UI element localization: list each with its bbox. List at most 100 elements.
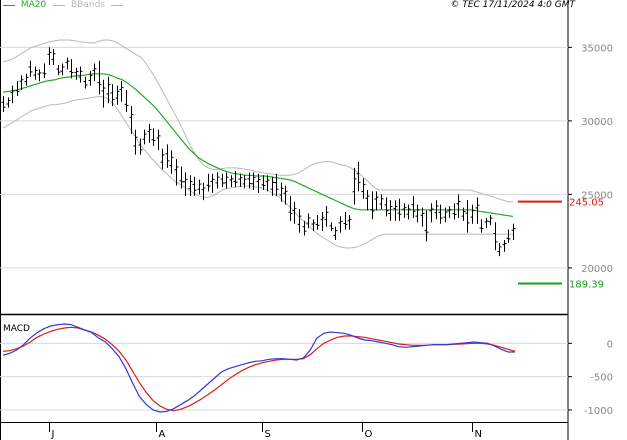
price-bar <box>497 242 502 257</box>
legend-bbands-swatch <box>53 4 66 6</box>
price-bar <box>370 191 375 220</box>
price-bar <box>119 81 124 102</box>
price-bar <box>292 201 297 224</box>
price-bar <box>306 213 311 229</box>
price-bar <box>110 84 115 107</box>
price-bar <box>374 191 379 211</box>
price-bar <box>297 209 302 233</box>
price-bar <box>51 48 56 65</box>
price-bar <box>402 203 407 218</box>
price-bar <box>147 123 152 143</box>
price-bar <box>424 210 429 242</box>
price-bar <box>324 206 329 227</box>
price-bar <box>511 223 516 240</box>
price-bar <box>78 66 83 83</box>
price-bar <box>138 138 143 155</box>
price-bar <box>10 85 15 104</box>
price-bar <box>311 219 316 232</box>
price-bar <box>347 214 352 230</box>
xtick-label-J: J <box>51 429 55 440</box>
price-bar <box>502 239 507 252</box>
xtick-label-O: O <box>365 429 373 440</box>
legend: MA20 BBands <box>0 0 126 14</box>
price-bar <box>338 216 343 233</box>
price-bar <box>142 129 147 145</box>
price-bar <box>210 173 215 193</box>
price-bar <box>315 214 320 230</box>
price-bar <box>456 194 461 218</box>
price-bar <box>365 189 370 211</box>
ma20-line-path <box>2 73 514 217</box>
legend-ma-swatch <box>3 4 15 6</box>
price-bar <box>88 70 93 86</box>
price-bar <box>206 173 211 192</box>
price-bar <box>188 175 193 196</box>
price-bar <box>484 217 489 229</box>
price-bar <box>174 159 179 186</box>
price-bar <box>393 200 398 221</box>
price-bar <box>92 63 97 82</box>
price-bar <box>151 128 156 146</box>
price-bar <box>24 73 29 86</box>
support-label: 189.39 <box>569 279 604 290</box>
resistance-label: 245.05 <box>569 198 604 209</box>
gridlines <box>0 46 568 411</box>
price-bar <box>215 172 220 189</box>
price-bar <box>384 197 389 217</box>
price-bar <box>461 207 466 221</box>
price-bar <box>452 203 457 220</box>
price-bar <box>1 95 6 113</box>
price-bar <box>220 173 225 188</box>
macd-title: MACD <box>3 324 30 334</box>
bbands-upper-line <box>2 39 513 203</box>
price-bar <box>60 63 65 76</box>
ytick-label-25000: 25000 <box>581 190 613 201</box>
price-bar <box>33 66 38 80</box>
price-bar <box>465 200 470 233</box>
price-bar <box>42 63 47 79</box>
price-bar <box>192 176 197 196</box>
price-bar <box>74 67 79 80</box>
price-bar <box>434 200 439 220</box>
frame-lines <box>0 0 569 440</box>
price-bar <box>242 175 247 189</box>
price-bar <box>37 69 42 82</box>
xtick-label-N: N <box>475 429 482 440</box>
price-bar <box>201 182 206 201</box>
price-bar <box>129 106 134 135</box>
ma20-line <box>2 73 514 217</box>
legend-ma-label: MA20 <box>20 0 47 10</box>
price-bar <box>320 212 325 232</box>
price-bar <box>415 204 420 223</box>
ytick-label-35000: 35000 <box>581 43 613 54</box>
price-bar <box>15 81 20 96</box>
price-bar <box>233 170 238 188</box>
price-bar <box>356 162 361 192</box>
price-bar <box>447 206 452 218</box>
price-bar <box>56 64 61 76</box>
price-bar <box>65 57 70 70</box>
price-bar <box>101 79 106 108</box>
price-bar <box>329 222 334 232</box>
price-bar <box>397 198 402 221</box>
price-bar <box>506 229 511 243</box>
price-bar <box>197 179 202 195</box>
price-bar <box>183 172 188 196</box>
ytick-label-20000: 20000 <box>581 264 613 275</box>
price-bar <box>261 175 266 190</box>
price-bar <box>156 129 161 151</box>
price-bar <box>479 219 484 233</box>
price-bar <box>247 172 252 189</box>
price-bar <box>160 148 165 170</box>
price-bar <box>379 194 384 210</box>
price-bar <box>69 59 74 79</box>
price-bar <box>438 204 443 224</box>
price-bar <box>333 226 338 240</box>
price-bar <box>133 129 138 155</box>
price-bar <box>251 172 256 190</box>
price-bars <box>1 47 516 257</box>
price-bar <box>19 75 24 90</box>
price-bar <box>361 178 366 199</box>
price-bar <box>283 185 288 205</box>
